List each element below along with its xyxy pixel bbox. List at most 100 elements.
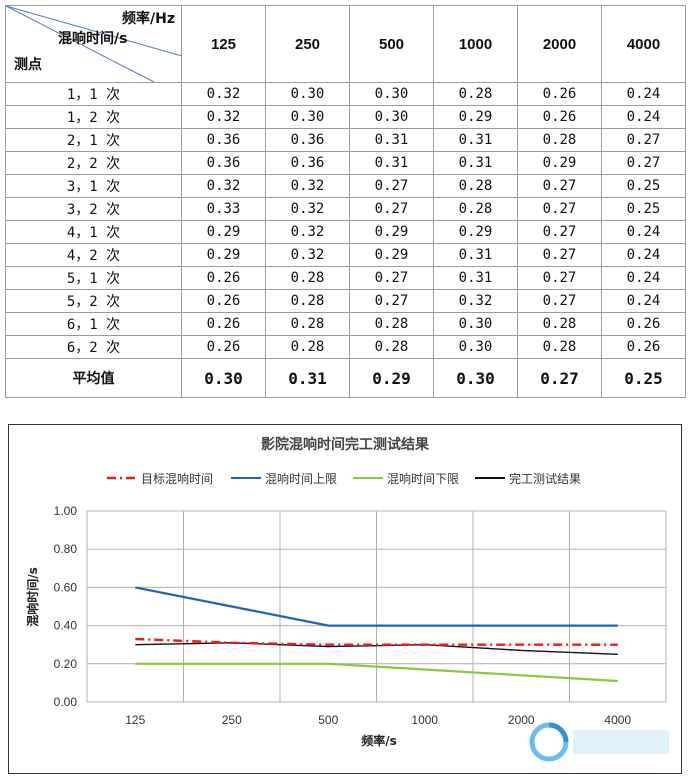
table-cell: 0.28	[265, 266, 350, 290]
table-cell: 0.32	[265, 243, 350, 267]
x-tick-label: 125	[125, 713, 145, 727]
table-cell: 0.36	[265, 128, 350, 152]
table-cell: 0.36	[181, 151, 266, 175]
table-cell: 0.27	[349, 289, 434, 313]
row-label: 3，1 次	[5, 174, 182, 198]
y-tick-label: 0.40	[54, 619, 78, 633]
x-tick-label: 4000	[604, 713, 631, 727]
table-cell: 0.28	[349, 335, 434, 359]
average-row: 平均值 0.30 0.31 0.29 0.30 0.27 0.25	[5, 358, 686, 398]
table-cell: 0.30	[265, 105, 350, 129]
legend-label: 完工测试结果	[509, 471, 581, 486]
table-cell: 0.26	[181, 335, 266, 359]
table-cell: 0.25	[601, 197, 686, 221]
table-cell: 0.24	[601, 266, 686, 290]
table-cell: 0.27	[349, 197, 434, 221]
y-tick-label: 0.80	[54, 542, 78, 556]
table-cell: 0.31	[433, 243, 518, 267]
table-cell: 0.24	[601, 220, 686, 244]
chart-title: 影院混响时间完工测试结果	[261, 436, 430, 452]
row-label: 5，1 次	[5, 266, 182, 290]
table-cell: 0.31	[433, 128, 518, 152]
x-tick-label: 2000	[508, 713, 535, 727]
table-cell: 0.27	[517, 243, 602, 267]
row-label: 5，2 次	[5, 289, 182, 313]
table-cell: 0.27	[517, 266, 602, 290]
table-cell: 0.32	[265, 197, 350, 221]
average-cell: 0.25	[601, 358, 686, 398]
table-cell: 0.27	[517, 220, 602, 244]
reverberation-table: 频率/Hz 混响时间/s 测点 125 250 500 1000 2000 40…	[5, 5, 686, 398]
series-line-2	[135, 662, 618, 683]
row-label: 1，2 次	[5, 105, 182, 129]
table-row: 3，2 次 0.33 0.32 0.27 0.28 0.27 0.25	[5, 197, 686, 221]
y-axis-label: 混响时间/s	[25, 567, 40, 627]
table-cell: 0.24	[601, 243, 686, 267]
table-cell: 0.31	[433, 151, 518, 175]
table-header-row: 频率/Hz 混响时间/s 测点 125 250 500 1000 2000 40…	[5, 5, 686, 83]
table-cell: 0.36	[265, 151, 350, 175]
table-cell: 0.26	[181, 289, 266, 313]
table-row: 6，1 次 0.26 0.28 0.28 0.30 0.28 0.26	[5, 312, 686, 336]
table-cell: 0.29	[433, 105, 518, 129]
table-cell: 0.32	[181, 174, 266, 198]
table-cell: 0.28	[517, 335, 602, 359]
table-cell: 0.29	[349, 220, 434, 244]
table-cell: 0.26	[601, 335, 686, 359]
header-point-label: 测点	[14, 57, 42, 73]
table-cell: 0.24	[601, 82, 686, 106]
legend-label: 混响时间下限	[387, 471, 459, 486]
table-cell: 0.29	[181, 243, 266, 267]
table-cell: 0.27	[349, 266, 434, 290]
row-label: 3，2 次	[5, 197, 182, 221]
table-row: 2，2 次 0.36 0.36 0.31 0.31 0.29 0.27	[5, 151, 686, 175]
table-cell: 0.29	[349, 243, 434, 267]
freq-header: 1000	[433, 5, 518, 83]
table-row: 1，1 次 0.32 0.30 0.30 0.28 0.26 0.24	[5, 82, 686, 106]
y-tick-label: 0.20	[54, 657, 78, 671]
diagonal-header-cell: 频率/Hz 混响时间/s 测点	[5, 5, 182, 83]
freq-header: 4000	[601, 5, 686, 83]
line-chart: 影院混响时间完工测试结果 目标混响时间 混响时间上限 混响时间下限 完工测试结果 0.…	[25, 436, 667, 748]
y-tick-labels: 0.00 0.20 0.40 0.60 0.80 1.00	[54, 504, 78, 709]
table-cell: 0.28	[433, 174, 518, 198]
table-cell: 0.27	[517, 197, 602, 221]
y-tick-label: 0.60	[54, 580, 78, 594]
header-frequency-label: 频率/Hz	[122, 11, 175, 27]
average-cell: 0.30	[181, 358, 266, 398]
table-cell: 0.26	[517, 105, 602, 129]
x-tick-label: 250	[222, 713, 242, 727]
average-cell: 0.31	[265, 358, 350, 398]
table-cell: 0.32	[433, 289, 518, 313]
table-cell: 0.30	[433, 312, 518, 336]
row-label: 6，2 次	[5, 335, 182, 359]
y-tick-label: 0.00	[54, 695, 78, 709]
table-row: 5，1 次 0.26 0.28 0.27 0.31 0.27 0.24	[5, 266, 686, 290]
table-cell: 0.26	[601, 312, 686, 336]
table-cell: 0.28	[265, 289, 350, 313]
row-label: 1，1 次	[5, 82, 182, 106]
diagonal-lines	[6, 6, 182, 82]
chart-series	[135, 586, 618, 683]
table-cell: 0.25	[601, 174, 686, 198]
table-cell: 0.29	[433, 220, 518, 244]
y-tick-label: 1.00	[54, 504, 78, 518]
table-row: 4，2 次 0.29 0.32 0.29 0.31 0.27 0.24	[5, 243, 686, 267]
table-cell: 0.26	[181, 312, 266, 336]
table-cell: 0.28	[265, 312, 350, 336]
table-cell: 0.32	[265, 174, 350, 198]
chart-legend: 目标混响时间 混响时间上限 混响时间下限 完工测试结果	[107, 471, 581, 486]
average-cell: 0.29	[349, 358, 434, 398]
table-cell: 0.27	[517, 289, 602, 313]
table-cell: 0.24	[601, 105, 686, 129]
table-row: 3，1 次 0.32 0.32 0.27 0.28 0.27 0.25	[5, 174, 686, 198]
table-cell: 0.27	[601, 151, 686, 175]
x-tick-labels: 125 250 500 1000 2000 4000	[125, 713, 631, 727]
table-cell: 0.24	[601, 289, 686, 313]
row-label: 2，1 次	[5, 128, 182, 152]
legend-label: 混响时间上限	[265, 471, 337, 486]
series-line-1	[135, 586, 618, 627]
x-axis-label: 频率/s	[361, 733, 397, 748]
series-line-0	[135, 637, 618, 646]
table-cell: 0.29	[517, 151, 602, 175]
